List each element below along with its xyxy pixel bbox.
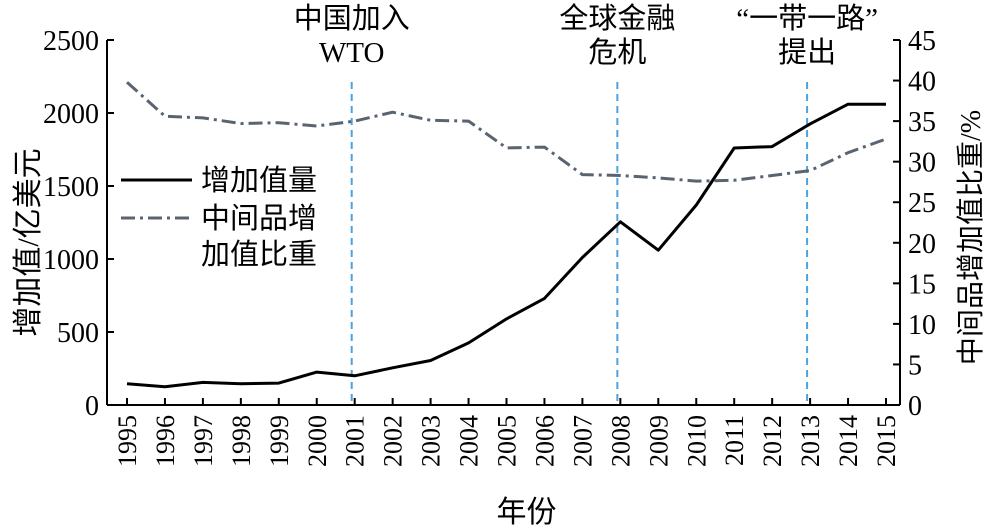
x-tick-label: 2002 [379,415,408,467]
event-marker-label: “一带一路” [736,2,878,35]
x-tick-label: 2006 [530,415,559,467]
x-tick-label: 2003 [417,415,446,467]
x-tick-label: 2009 [644,415,673,467]
event-marker-label: 全球金融 [559,2,675,35]
left-y-tick-label: 500 [57,318,99,349]
legend-label-value-added: 增加值量 [201,164,317,197]
left-y-tick-label: 2500 [43,26,99,57]
x-tick-label: 2013 [796,415,825,467]
x-tick-label: 2000 [303,415,332,467]
legend-label-intermediate-share-line1: 中间品增 [201,202,317,235]
right-y-tick-label: 10 [908,310,936,341]
x-tick-label: 1995 [113,415,142,467]
x-tick-label: 2014 [834,415,863,467]
x-tick-label: 1999 [265,415,294,467]
x-tick-label: 1997 [189,415,218,467]
event-marker-label: 危机 [588,36,646,69]
right-y-tick-label: 40 [908,67,936,98]
x-tick-label: 2008 [606,415,635,467]
x-tick-label: 1998 [227,415,256,467]
right-axis-title: 中间品增加值比重/% [955,110,987,365]
event-marker-label: WTO [319,37,385,69]
x-tick-label: 2015 [872,415,901,467]
right-y-tick-label: 45 [908,26,936,57]
event-marker-label: 中国加入 [294,2,410,35]
event-marker-label: 提出 [778,36,836,69]
right-y-tick-label: 30 [908,148,936,179]
right-y-tick-label: 35 [908,107,936,138]
right-y-tick-label: 5 [908,350,922,381]
intermediate-share-line [125,81,887,183]
right-y-tick-label: 25 [908,188,936,219]
left-y-tick-label: 1500 [43,172,99,203]
x-axis-title: 年份 [497,496,557,529]
left-y-tick-label: 2000 [43,99,99,130]
x-tick-label: 2004 [455,415,484,467]
x-tick-label: 2012 [758,415,787,467]
x-tick-label: 2011 [720,415,749,466]
x-tick-label: 1996 [151,415,180,467]
left-y-tick-label: 1000 [43,245,99,276]
x-tick-label: 2005 [493,415,522,467]
left-axis-title: 增加值/亿美元 [12,148,45,336]
legend-label-intermediate-share-line2: 加值比重 [201,238,317,271]
x-tick-label: 2010 [682,415,711,467]
right-y-tick-label: 15 [908,269,936,300]
x-tick-label: 2001 [341,415,370,467]
left-y-tick-label: 0 [85,391,99,422]
x-tick-label: 2007 [568,415,597,467]
right-y-tick-label: 0 [908,391,922,422]
right-y-tick-label: 20 [908,229,936,260]
